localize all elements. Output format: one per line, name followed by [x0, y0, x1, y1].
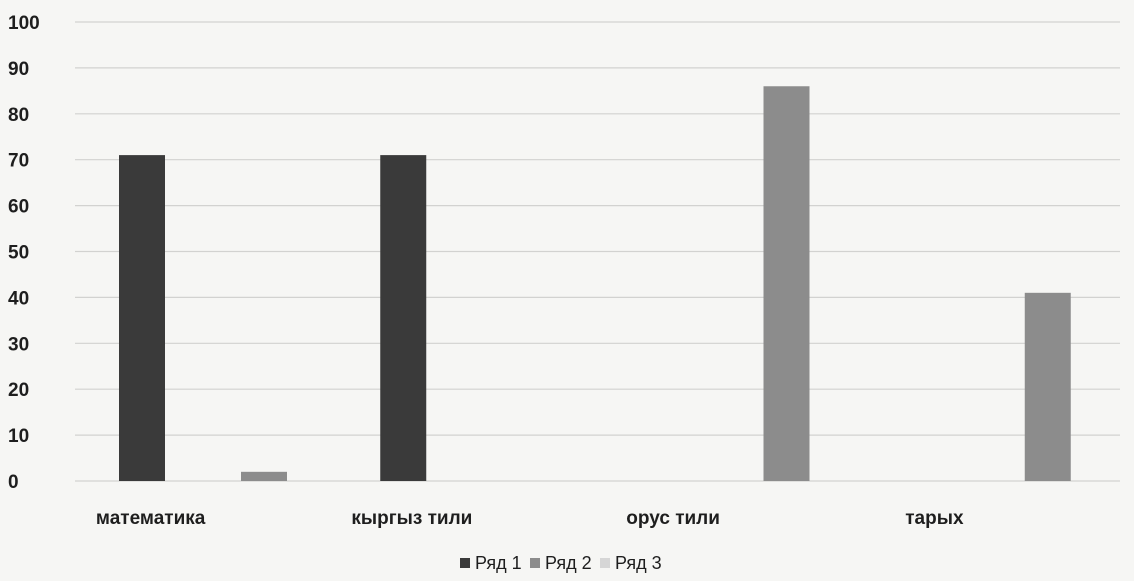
y-axis: 0 10 20 30 40 50 60 70 80 90 100 — [8, 13, 40, 493]
bar-2-1 — [241, 471, 287, 481]
bars — [119, 86, 1071, 482]
legend-label: Ряд 3 — [615, 553, 662, 573]
x-category-label: тарых — [905, 508, 964, 529]
y-tick-label: 30 — [8, 334, 29, 355]
y-tick-label: 70 — [8, 151, 29, 172]
y-tick-label: 100 — [8, 13, 40, 34]
legend-swatch — [600, 558, 610, 568]
y-tick-label: 10 — [8, 426, 29, 447]
bar-1-1 — [119, 155, 165, 482]
y-tick-label: 20 — [8, 380, 29, 401]
bar-2-4 — [1024, 292, 1071, 481]
y-tick-label: 60 — [8, 197, 29, 218]
legend-label: Ряд 1 — [475, 553, 522, 573]
bar-2-3 — [763, 86, 810, 481]
legend-label: Ряд 2 — [545, 553, 592, 573]
x-axis: математика кыргыз тили орус тили тарых — [96, 508, 964, 529]
legend-swatch — [530, 558, 540, 568]
y-tick-label: 0 — [8, 472, 19, 493]
x-category-label: математика — [96, 508, 206, 529]
bar-1-2 — [380, 155, 427, 482]
gridlines — [75, 21, 1120, 482]
legend: Ряд 1 Ряд 2 Ряд 3 — [460, 553, 662, 573]
legend-swatch — [460, 558, 470, 568]
y-tick-label: 80 — [8, 105, 29, 126]
x-category-label: кыргыз тили — [351, 508, 472, 529]
x-category-label: орус тили — [626, 508, 720, 529]
y-tick-label: 90 — [8, 59, 29, 80]
y-tick-label: 40 — [8, 288, 29, 309]
y-tick-label: 50 — [8, 243, 29, 264]
